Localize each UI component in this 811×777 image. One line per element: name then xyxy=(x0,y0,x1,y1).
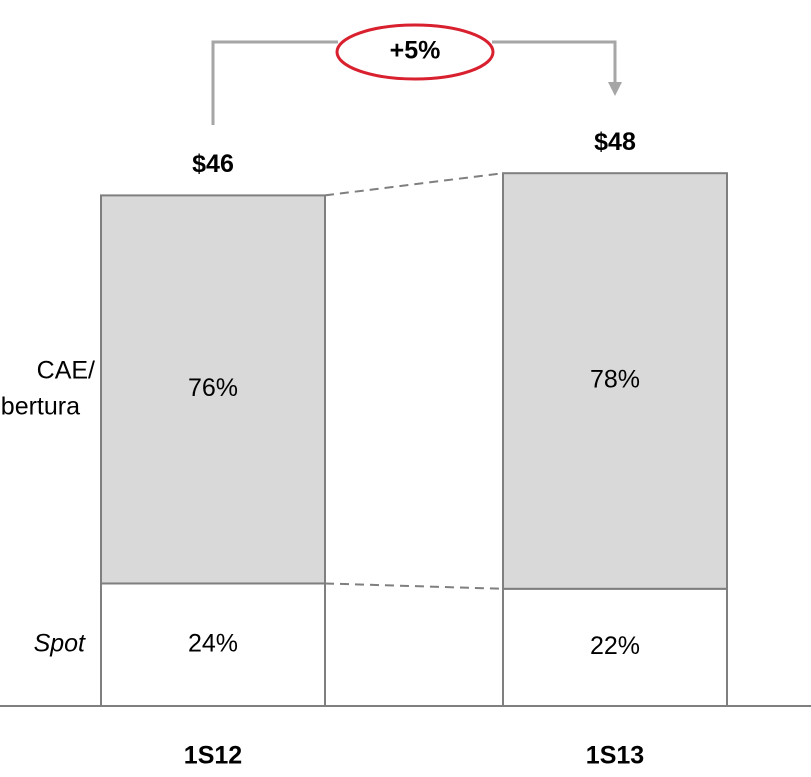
total-label: $48 xyxy=(594,128,636,156)
category-label: 1S13 xyxy=(586,742,644,770)
bar-segment xyxy=(502,587,728,707)
change-bracket xyxy=(211,40,617,125)
segment-label: 78% xyxy=(590,366,640,394)
segment-label: 24% xyxy=(188,629,238,657)
series-label: Spot xyxy=(34,629,86,657)
segment-label: 22% xyxy=(590,632,640,660)
bar-segment xyxy=(502,172,728,590)
bar-segment xyxy=(100,582,326,707)
arrow-head xyxy=(608,82,622,96)
category-label: 1S12 xyxy=(184,742,242,770)
change-ellipse xyxy=(335,23,495,81)
connector xyxy=(324,582,504,590)
total-label: $46 xyxy=(192,150,234,178)
change-label: +5% xyxy=(390,37,441,65)
segment-label: 76% xyxy=(188,374,238,402)
connector xyxy=(324,172,504,197)
series-label: CAE/Cobertura xyxy=(0,356,95,420)
bar-segment xyxy=(100,194,326,585)
